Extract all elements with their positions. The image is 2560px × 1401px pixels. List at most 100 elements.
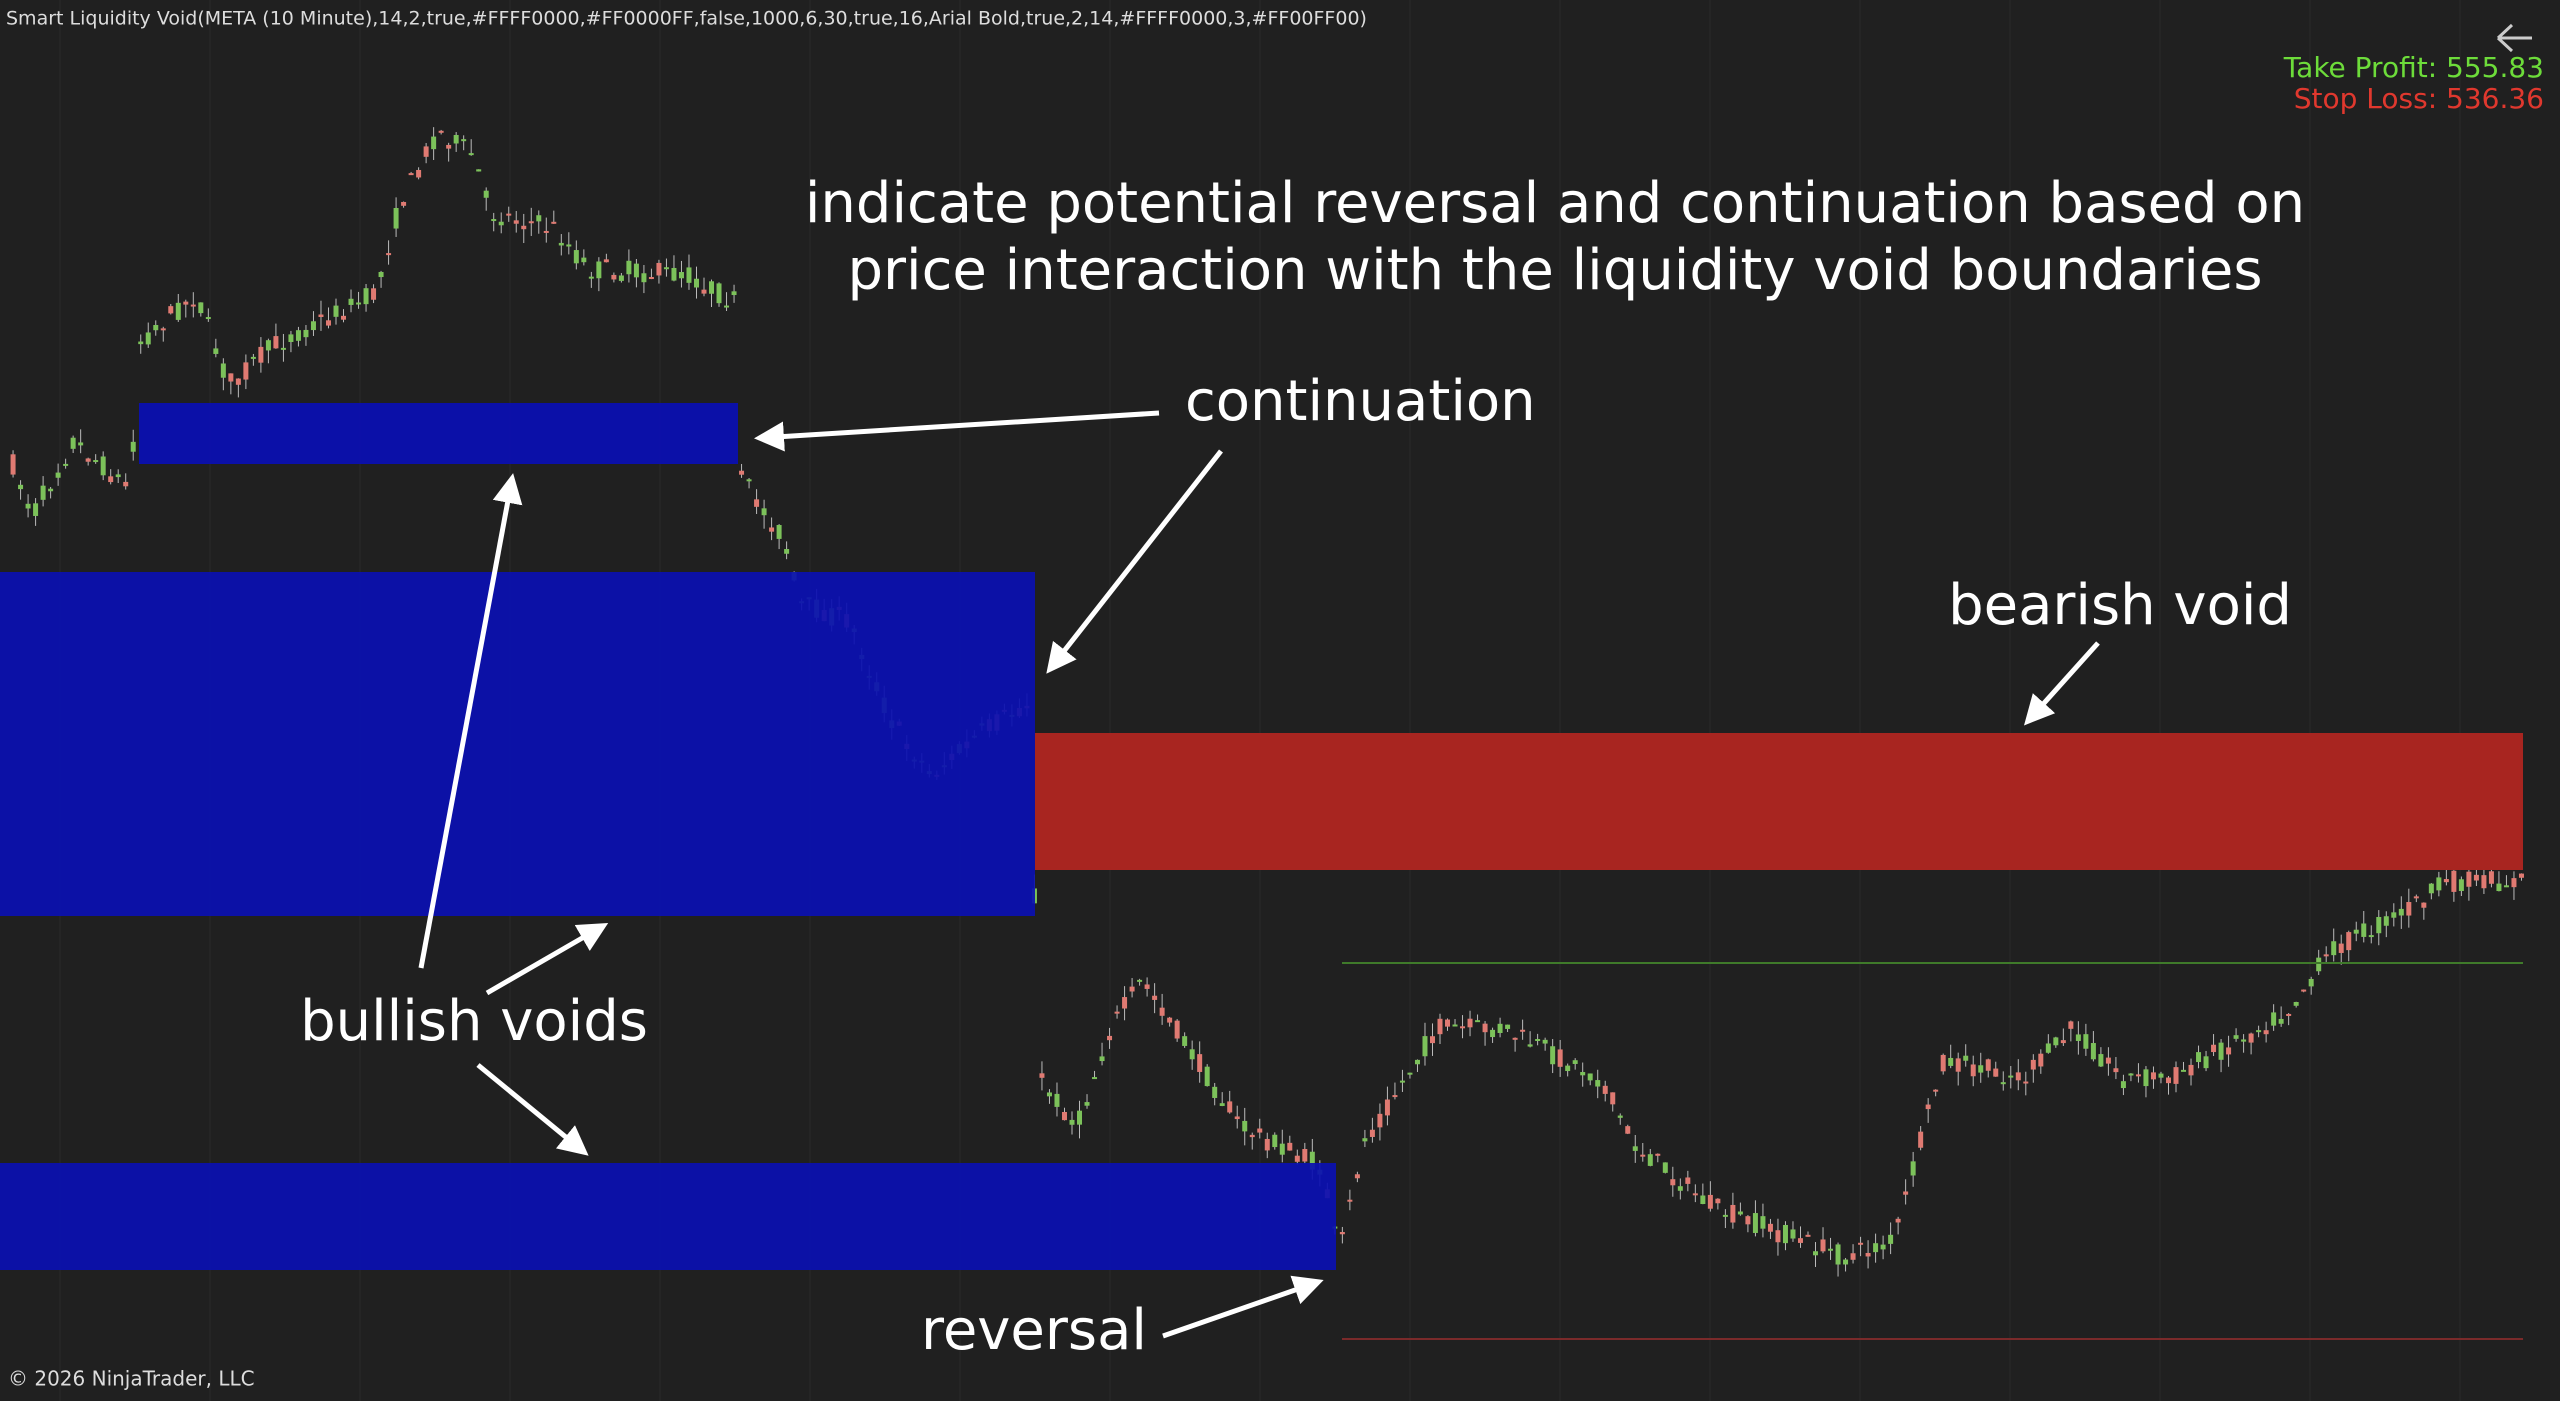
candle-body bbox=[1452, 1024, 1458, 1027]
candle-body bbox=[2158, 1073, 2164, 1078]
arrow bbox=[754, 410, 1160, 452]
candle-body bbox=[258, 346, 264, 363]
candle-body bbox=[1910, 1161, 1916, 1176]
candle-body bbox=[558, 242, 564, 246]
candle-body bbox=[1287, 1142, 1293, 1151]
candle-body bbox=[1069, 1119, 1075, 1125]
candle-body bbox=[145, 332, 151, 345]
candle-body bbox=[528, 221, 534, 224]
candle-body bbox=[2443, 879, 2449, 883]
candle-body bbox=[1775, 1230, 1781, 1243]
candle-body bbox=[1505, 1024, 1511, 1029]
candle-body bbox=[2413, 896, 2419, 899]
candle-body bbox=[566, 244, 572, 247]
candle-body bbox=[2135, 1074, 2141, 1077]
candle-body bbox=[273, 336, 279, 349]
candle-body bbox=[1497, 1023, 1503, 1033]
candle-body bbox=[596, 261, 602, 279]
candle-body bbox=[198, 302, 204, 314]
candle-body bbox=[55, 472, 61, 478]
candle-body bbox=[603, 259, 609, 263]
candle-body bbox=[1257, 1128, 1263, 1133]
candle-body bbox=[1437, 1018, 1443, 1035]
candle-body bbox=[1843, 1259, 1849, 1265]
candle-body bbox=[2113, 1068, 2119, 1073]
candle-body bbox=[1460, 1026, 1466, 1029]
candle-body bbox=[671, 267, 677, 281]
candle-body bbox=[2045, 1043, 2051, 1053]
candle-body bbox=[731, 291, 737, 296]
arrow bbox=[1046, 449, 1223, 674]
candle-body bbox=[431, 136, 437, 150]
candle-body bbox=[1813, 1251, 1819, 1256]
candle-body bbox=[2060, 1040, 2066, 1044]
back-button[interactable] bbox=[2496, 23, 2532, 53]
arrow bbox=[476, 1063, 589, 1156]
candle-body bbox=[2188, 1064, 2194, 1076]
candle-body bbox=[1760, 1216, 1766, 1229]
candle-body bbox=[401, 201, 407, 206]
copyright: © 2026 NinjaTrader, LLC bbox=[8, 1367, 255, 1391]
candle-body bbox=[1542, 1039, 1548, 1044]
candle-body bbox=[1550, 1046, 1556, 1065]
candle-body bbox=[2428, 883, 2434, 894]
candle-body bbox=[2406, 902, 2412, 916]
candle-body bbox=[1730, 1204, 1736, 1223]
candle-body bbox=[536, 215, 542, 222]
headline: indicate potential reversal and continua… bbox=[805, 171, 2305, 236]
candle-body bbox=[641, 273, 647, 283]
candle-body bbox=[1535, 1039, 1541, 1042]
candle-body bbox=[2451, 870, 2457, 892]
candle-body bbox=[461, 139, 467, 142]
candle-body bbox=[108, 476, 114, 483]
candle-body bbox=[1294, 1155, 1300, 1162]
candle-body bbox=[190, 304, 196, 307]
candle-body bbox=[1918, 1131, 1924, 1148]
candle-body bbox=[1767, 1223, 1773, 1232]
candle-body bbox=[183, 301, 189, 305]
candle-body bbox=[2398, 908, 2404, 916]
candle-body bbox=[1189, 1049, 1195, 1060]
candle-body bbox=[363, 288, 369, 305]
candle-body bbox=[2353, 929, 2359, 934]
candle-body bbox=[220, 363, 226, 378]
candle-body bbox=[2518, 873, 2524, 878]
candle-body bbox=[2211, 1044, 2217, 1053]
candle-body bbox=[2488, 871, 2494, 884]
candle-body bbox=[333, 305, 339, 317]
candle-body bbox=[1925, 1104, 1931, 1110]
candle-body bbox=[506, 213, 512, 216]
candle-body bbox=[153, 325, 159, 331]
candle-body bbox=[438, 130, 444, 133]
candle-body bbox=[2256, 1030, 2262, 1033]
candle-body bbox=[498, 221, 504, 226]
candle-body bbox=[1407, 1072, 1413, 1075]
candle-body bbox=[1737, 1211, 1743, 1215]
candle-body bbox=[769, 527, 775, 532]
candle-body bbox=[1873, 1243, 1879, 1253]
candle-body bbox=[1520, 1029, 1526, 1032]
candle-body bbox=[513, 220, 519, 224]
candle-body bbox=[2173, 1067, 2179, 1084]
candle-body bbox=[2391, 912, 2397, 918]
candle-body bbox=[10, 454, 16, 475]
candle-body bbox=[2218, 1042, 2224, 1060]
candle-body bbox=[1782, 1224, 1788, 1244]
candle-body bbox=[1692, 1193, 1698, 1196]
candle-body bbox=[1054, 1093, 1060, 1107]
candle-body bbox=[453, 134, 459, 144]
annotation: bearish void bbox=[1948, 573, 2292, 638]
candle-body bbox=[123, 481, 129, 487]
candle-body bbox=[1122, 997, 1128, 1009]
candle-body bbox=[2241, 1039, 2247, 1042]
candle-body bbox=[1272, 1134, 1278, 1148]
candle-body bbox=[2120, 1081, 2126, 1089]
candle-body bbox=[115, 474, 121, 478]
candle-body bbox=[1249, 1134, 1255, 1138]
candle-body bbox=[663, 267, 669, 270]
candle-body bbox=[1610, 1092, 1616, 1105]
candle-body bbox=[63, 463, 69, 466]
candle-body bbox=[2068, 1021, 2074, 1029]
candle-body bbox=[2128, 1073, 2134, 1076]
candle-body bbox=[1602, 1085, 1608, 1094]
